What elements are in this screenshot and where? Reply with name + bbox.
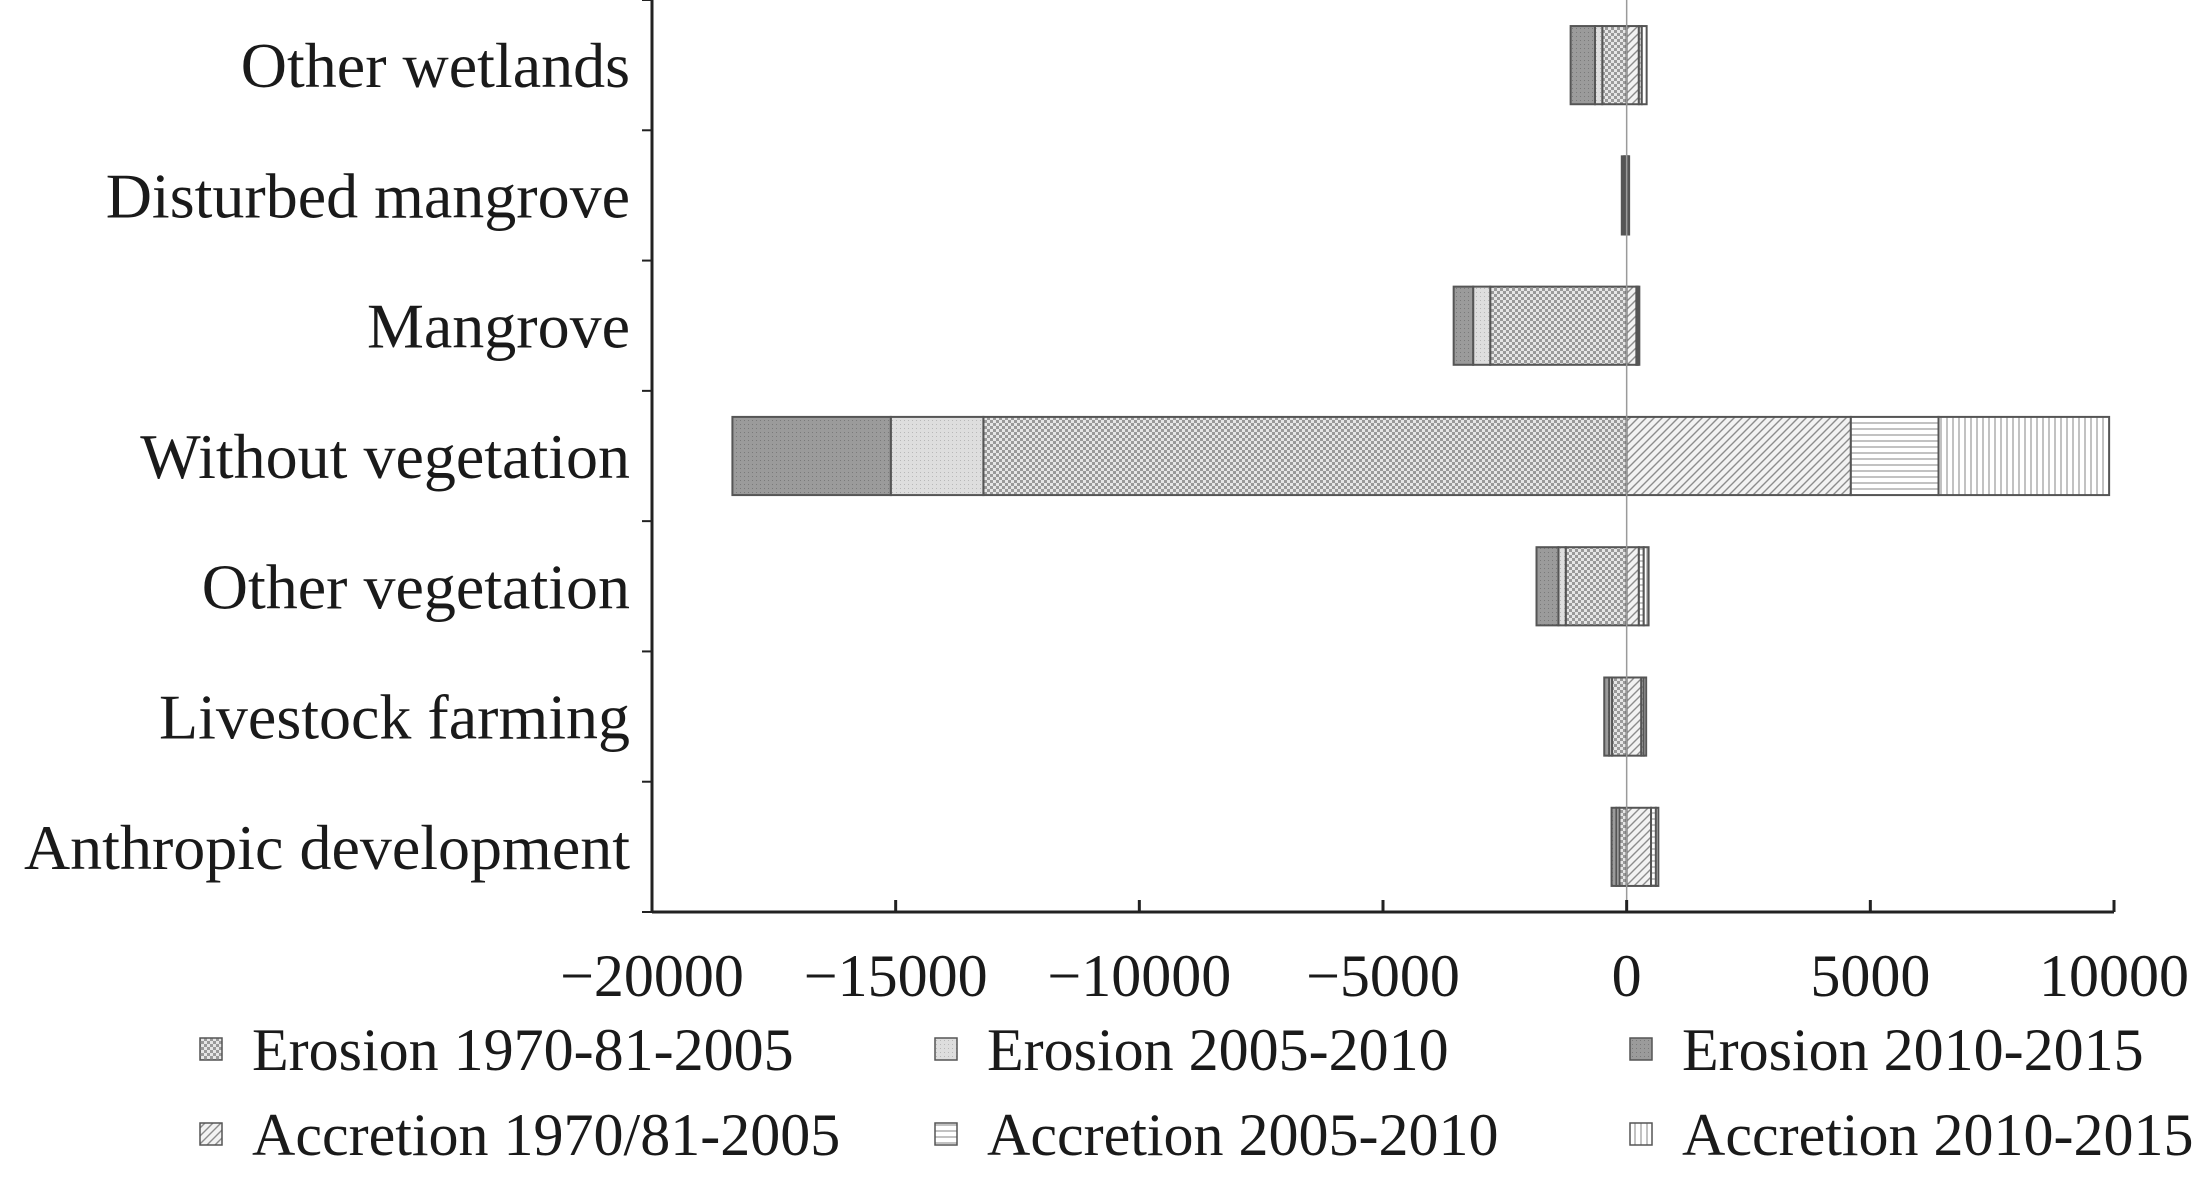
bar-other-wetlands-accretion-2010-2015 (1640, 25, 1648, 106)
legend-swatch-accretion-1970-81-2005 (199, 1122, 223, 1146)
category-labels: Other wetlands Disturbed mangrove Mangrove… (24, 30, 630, 883)
bar-mangrove-erosion-1970-81-2005 (1489, 285, 1628, 366)
category-label-livestock-farming: Livestock farming (159, 682, 630, 753)
legend-swatch-accretion-2005-2010 (934, 1122, 958, 1146)
legend-swatch-erosion-2005-2010 (934, 1037, 958, 1061)
bar-without-vegetation-erosion-2010-2015 (731, 415, 892, 497)
bar-other-wetlands-erosion-1970-81-2005 (1601, 25, 1628, 106)
bar-without-vegetation-erosion-2005-2010 (889, 415, 985, 497)
bar-mangrove-erosion-2005-2010 (1472, 285, 1492, 366)
category-label-other-wetlands: Other wetlands (241, 30, 630, 101)
legend-label-accretion-2010-2015: Accretion 2010-2015 (1682, 1102, 2192, 1168)
tick-labels: −20000 −15000 −10000 −5000 0 5000 10000 (560, 943, 2189, 1009)
bar-anthropic-development-accretion-2010-2015 (1654, 806, 1660, 887)
x-tick-label-4: 0 (1612, 943, 1642, 1009)
bar-disturbed-mangrove-erosion-2010-2015 (1620, 155, 1625, 236)
axes-group (642, 0, 2116, 914)
bar-other-wetlands-erosion-2010-2015 (1569, 25, 1596, 106)
legend-label-erosion-2005-2010: Erosion 2005-2010 (987, 1017, 1449, 1083)
bar-other-vegetation-erosion-2005-2010 (1557, 546, 1567, 627)
legend-swatch-accretion-2010-2015 (1629, 1122, 1653, 1146)
x-tick-label-6: 10000 (2039, 943, 2189, 1009)
legend-label-erosion-2010-2015: Erosion 2010-2015 (1682, 1017, 2144, 1083)
bar-livestock-farming-erosion-2010-2015 (1603, 676, 1611, 757)
bar-mangrove-accretion-2010-2015 (1636, 285, 1641, 366)
bar-anthropic-development-erosion-1970-81-2005 (1618, 806, 1628, 887)
bar-other-wetlands-accretion-1970-81-2005 (1625, 25, 1640, 106)
bar-without-vegetation-accretion-1970-81-2005 (1625, 415, 1852, 497)
category-label-mangrove: Mangrove (367, 291, 630, 362)
bar-anthropic-development-accretion-1970-81-2005 (1625, 806, 1653, 887)
x-tick-label-1: −15000 (804, 943, 988, 1009)
category-label-without-vegetation: Without vegetation (140, 421, 630, 492)
bars-group (731, 25, 2111, 887)
bar-other-wetlands-erosion-2005-2010 (1593, 25, 1604, 106)
legend-label-accretion-1970-81-2005: Accretion 1970/81-2005 (252, 1102, 840, 1168)
legend-label-erosion-1970-81-2005: Erosion 1970-81-2005 (252, 1017, 794, 1083)
legend-swatch-erosion-1970-81-2005 (199, 1037, 223, 1061)
x-tick-label-2: −10000 (1047, 943, 1231, 1009)
bar-livestock-farming-accretion-1970-81-2005 (1625, 676, 1643, 757)
bar-without-vegetation-erosion-1970-81-2005 (982, 415, 1628, 497)
category-label-disturbed-mangrove: Disturbed mangrove (106, 160, 630, 231)
bar-mangrove-erosion-2010-2015 (1452, 285, 1475, 366)
bar-anthropic-development-erosion-2010-2015 (1610, 806, 1618, 887)
category-label-other-vegetation: Other vegetation (202, 551, 630, 622)
bar-without-vegetation-accretion-2005-2010 (1849, 415, 1940, 497)
bar-other-vegetation-erosion-2010-2015 (1535, 546, 1560, 627)
x-tick-label-3: −5000 (1306, 943, 1460, 1009)
bar-without-vegetation-accretion-2010-2015 (1937, 415, 2111, 497)
bar-disturbed-mangrove-accretion-2010-2015 (1627, 155, 1631, 236)
bar-mangrove-accretion-1970-81-2005 (1625, 285, 1638, 366)
bar-livestock-farming-erosion-1970-81-2005 (1611, 676, 1628, 757)
legend-label-accretion-2005-2010: Accretion 2005-2010 (987, 1102, 1499, 1168)
legend: Erosion 1970-81-2005 Erosion 2005-2010 Ero… (199, 1017, 2192, 1168)
category-label-anthropic-development: Anthropic development (24, 812, 630, 883)
bar-livestock-farming-accretion-2010-2015 (1642, 676, 1648, 757)
legend-swatch-erosion-2010-2015 (1629, 1037, 1653, 1061)
bar-other-vegetation-accretion-1970-81-2005 (1625, 546, 1640, 627)
bar-other-vegetation-accretion-2010-2015 (1642, 546, 1650, 627)
bar-other-vegetation-erosion-1970-81-2005 (1564, 546, 1628, 627)
x-tick-label-0: −20000 (560, 943, 744, 1009)
x-tick-label-5: 5000 (1810, 943, 1930, 1009)
